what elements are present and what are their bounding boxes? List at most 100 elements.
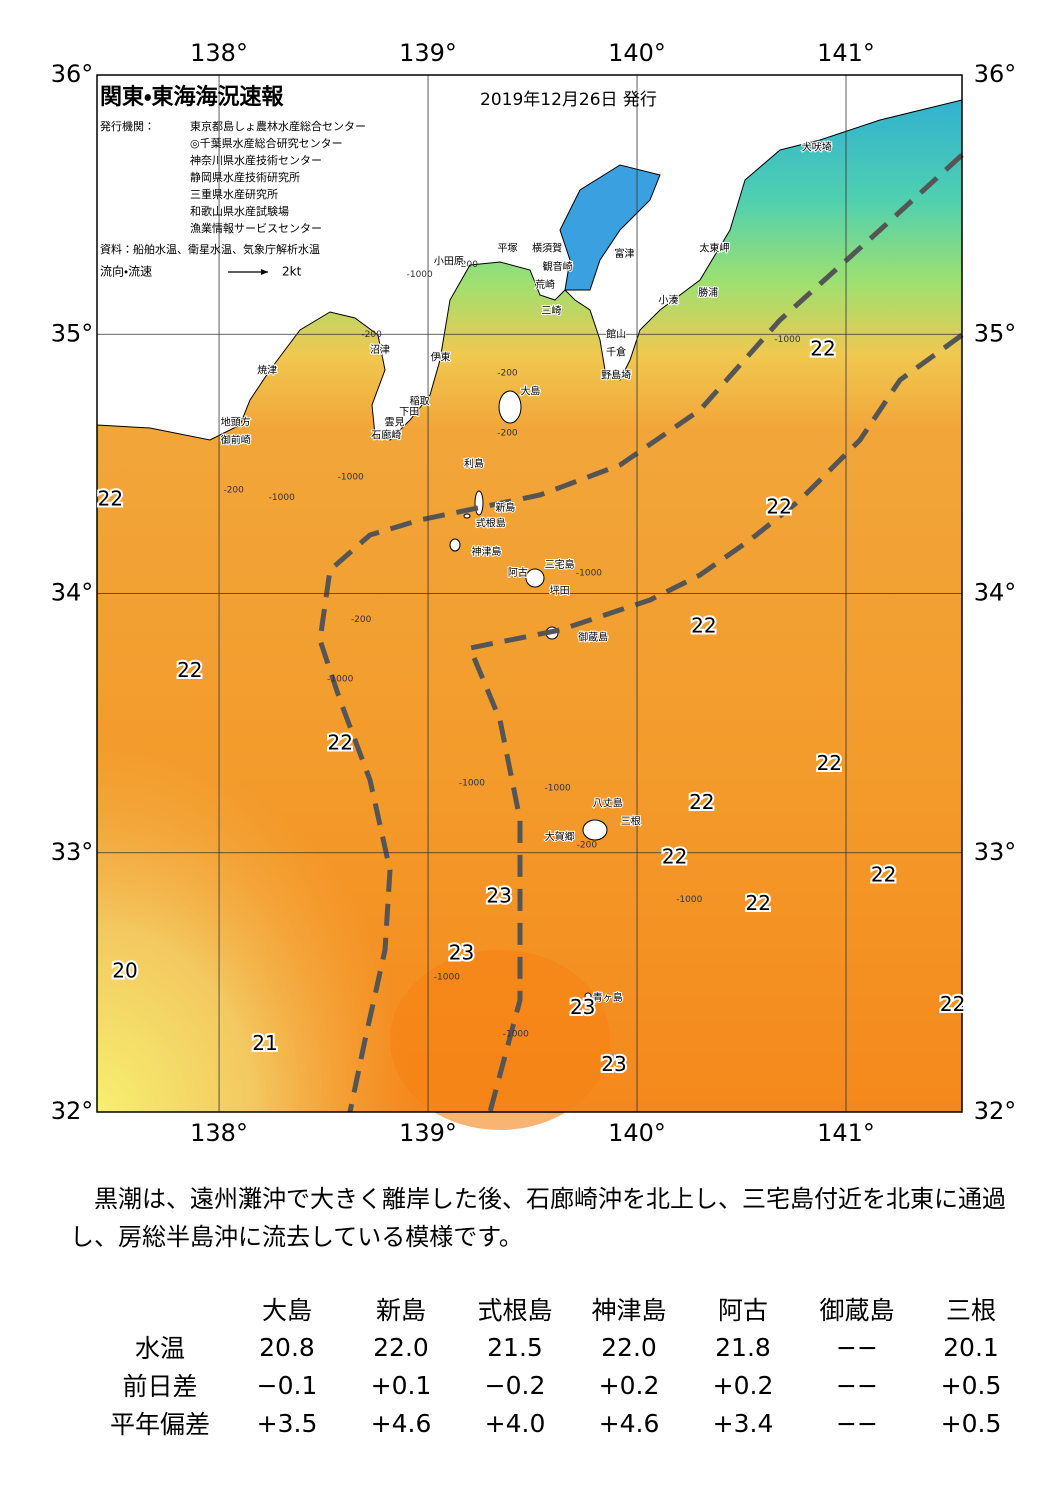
place-name: 大賀郷 (545, 830, 575, 843)
place-name: 太東岬 (699, 242, 729, 255)
depth-label: -1000 (576, 568, 602, 578)
y-tick-label: 35° (51, 319, 94, 347)
depth-label: -200 (351, 615, 372, 625)
island (449, 538, 461, 552)
sources: 資料：船舶水温、衛星水温、気象庁解析水温 (100, 242, 320, 256)
place-name: 八丈島 (593, 796, 623, 809)
place-name: 平塚 (497, 243, 517, 255)
depth-label: -1000 (503, 1030, 529, 1040)
legend-arrowhead (261, 269, 268, 275)
place-name: 観音崎 (543, 260, 573, 273)
issuer: 和歌山県水産試験場 (190, 204, 289, 218)
depth-label: -200 (577, 840, 598, 850)
temperature-label: 20 (112, 959, 137, 983)
issue-date: 2019年12月26日 発行 (480, 90, 657, 110)
table-cell: 大島 (261, 1296, 312, 1325)
table-cell: 新島 (375, 1296, 426, 1325)
temperature-label: 23 (601, 1052, 626, 1076)
depth-label: -1000 (676, 895, 702, 905)
table-cell (90, 1290, 230, 1328)
y-tick-label: 36° (974, 60, 1017, 88)
table-cell: +4.0 (484, 1408, 546, 1438)
place-name: 新島 (495, 501, 515, 514)
place-name: 富津 (614, 247, 634, 260)
y-tick-label: 32° (51, 1097, 94, 1125)
y-tick-label: 32° (974, 1097, 1017, 1125)
table-cell: −− (836, 1332, 878, 1362)
depth-label: -1000 (545, 783, 571, 793)
depth-label: -200 (223, 485, 244, 495)
temperature-label: 23 (486, 883, 511, 907)
station-table: 大島 新島 式根島 神津島 阿古 御蔵島 三根 水温 20.8 22.0 21.5 22.0 21.8 −… (90, 1290, 1028, 1442)
temperature-label: 22 (328, 730, 353, 754)
temperature-label: 23 (449, 940, 474, 964)
table-cell: 22.0 (373, 1332, 429, 1362)
temperature-label: 22 (810, 336, 835, 360)
place-name: 雲見 (385, 416, 405, 428)
temperature-label: 22 (871, 863, 896, 887)
x-tick-label: 139° (399, 1119, 457, 1147)
temperature-label: 22 (662, 844, 687, 868)
legend-speed: 2kt (282, 265, 302, 279)
y-tick-label: 34° (51, 579, 94, 607)
depth-label: -1000 (327, 675, 353, 685)
place-name: 千倉 (606, 346, 626, 358)
issuer: 漁業情報サービスセンター (190, 221, 322, 235)
place-name: 大島 (520, 384, 540, 397)
temperature-label: 22 (817, 751, 842, 775)
island (476, 460, 484, 468)
land (96, 74, 963, 441)
map-frame (96, 74, 963, 1113)
depth-label: -200 (361, 330, 382, 340)
island (584, 992, 592, 1000)
table-cell: 前日差 (122, 1372, 198, 1401)
place-name: 式根島 (476, 517, 506, 530)
depth-label: -200 (497, 428, 518, 438)
table-row: 大島 新島 式根島 神津島 阿古 御蔵島 三根 (90, 1290, 1028, 1328)
table-row: 平年偏差 +3.5 +4.6 +4.0 +4.6 +3.4 −− +0.5 (90, 1404, 1028, 1442)
place-name: 沼津 (370, 343, 390, 356)
place-name: 小田原 (434, 256, 464, 268)
table-cell: 21.8 (715, 1332, 771, 1362)
warm-core (390, 950, 610, 1130)
x-tick-label: 141° (817, 39, 875, 67)
issuer: ◎千葉県水産総合研究センター (190, 136, 343, 150)
table-cell: +0.5 (940, 1370, 1002, 1400)
place-name: 利島 (464, 457, 484, 470)
tokyo-bay (559, 164, 661, 291)
table-cell: −0.2 (484, 1370, 546, 1400)
table-cell: 式根島 (477, 1296, 553, 1325)
kuroshio-axis (317, 153, 964, 1113)
island (582, 819, 608, 841)
y-tick-label: 36° (51, 60, 94, 88)
table-cell: 22.0 (601, 1332, 657, 1362)
y-tick-label: 33° (51, 838, 94, 866)
y-tick-label: 34° (974, 579, 1017, 607)
temperature-label: 22 (940, 992, 965, 1016)
issuer: 東京都島しょ農林水産総合センター (190, 119, 366, 133)
place-name: 小湊 (658, 294, 678, 307)
x-tick-label: 138° (190, 1119, 248, 1147)
island (525, 568, 545, 588)
y-tick-label: 35° (974, 319, 1017, 347)
description: 黒潮は、遠州灘沖で大きく離岸した後、石廊崎沖を北上し、三宅島付近を北東に通過し、… (70, 1185, 1006, 1251)
place-name: 犬吠埼 (802, 141, 832, 154)
temperature-label: 22 (746, 891, 771, 915)
table-cell: 神津島 (591, 1296, 667, 1325)
temperature-label: 23 (570, 995, 595, 1019)
issuer: 三重県水産研究所 (190, 187, 278, 201)
place-name: 焼津 (257, 365, 277, 377)
place-name: 三根 (621, 815, 641, 828)
place-name: 坪田 (550, 584, 570, 597)
place-name: 野島埼 (601, 369, 631, 382)
table-cell: +0.2 (712, 1370, 774, 1400)
island (498, 390, 522, 424)
depth-label: -1000 (774, 335, 800, 345)
y-tick-label: 33° (974, 838, 1017, 866)
place-name: 阿古 (508, 566, 528, 579)
table-cell: −− (836, 1408, 878, 1438)
issuer-label: 発行機関： (100, 119, 155, 133)
